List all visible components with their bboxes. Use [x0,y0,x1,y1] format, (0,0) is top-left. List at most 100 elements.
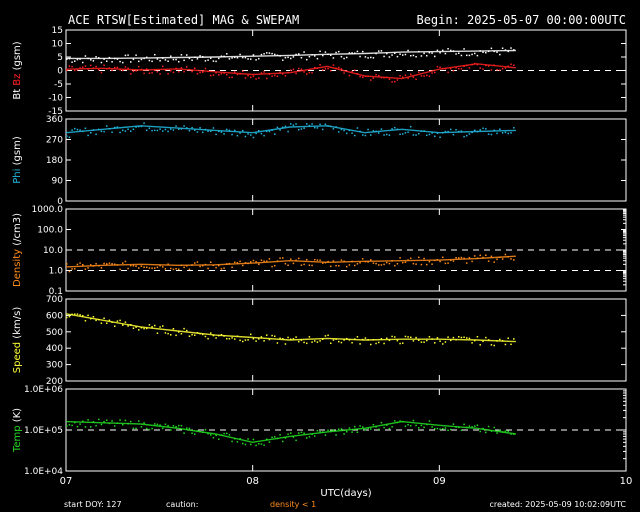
data-point [474,52,476,55]
data-point [404,425,407,427]
data-point [485,64,487,67]
data-point [271,52,273,55]
data-point [458,130,460,133]
data-point [303,263,305,266]
data-point [391,81,393,83]
data-point [130,130,132,132]
data-point [504,49,507,51]
data-point [242,129,244,132]
data-point [114,66,116,69]
data-point [343,260,345,263]
data-point [319,64,321,66]
series-bz [65,62,516,83]
data-point [460,68,463,70]
data-point [279,337,281,340]
data-point [122,324,124,326]
data-point [319,259,321,261]
data-point [223,335,225,337]
data-point [84,426,87,428]
data-point [340,55,343,58]
data-point [391,54,393,56]
data-point [322,262,324,264]
data-point [242,442,244,445]
data-point [303,51,305,53]
data-point [388,339,391,342]
begin-time: Begin: 2025-05-07 00:00:00UTC [416,13,626,27]
data-point [372,77,375,79]
data-point [218,57,220,60]
data-point [151,72,153,74]
data-point [196,131,199,133]
data-point [228,129,231,132]
data-point [263,53,265,55]
data-point [282,59,284,61]
data-point [287,71,289,74]
data-point [460,336,463,339]
data-point [175,267,177,270]
data-point [258,338,260,340]
data-point [407,77,409,80]
y-tick-label: 700 [46,295,63,305]
data-point [444,262,447,265]
data-point [314,340,316,342]
y-tick-label: 1.0 [49,267,64,277]
data-point [170,429,172,431]
data-point [485,128,487,130]
data-point [496,69,498,71]
data-point [290,57,292,60]
data-point [263,134,265,137]
data-point [202,333,204,336]
data-point [148,127,151,130]
data-point [127,128,129,130]
data-point [226,53,228,55]
data-point [162,427,164,430]
data-point [236,134,239,137]
data-point [175,425,177,428]
data-point [268,52,271,54]
data-point [122,61,124,64]
panel-phi: 360 270 180 90 0 Phi (gsm) [12,115,627,207]
data-point [191,59,193,61]
data-point [316,259,319,261]
data-point [231,266,233,269]
data-point [191,70,193,73]
data-point [255,59,257,61]
data-point [122,129,124,132]
y-tick-label: 360 [46,115,63,125]
data-point [404,335,407,338]
y-tick-label: 15 [52,26,63,36]
data-point [455,426,457,428]
data-point [271,436,273,439]
data-point [308,71,311,74]
data-point [499,338,501,341]
data-point [501,258,504,260]
data-point [485,336,487,339]
data-point [426,54,428,57]
data-point [343,57,345,60]
y-tick-label: 10.0 [43,246,63,256]
panel-speed: 700 600 500 400 300 200 Speed (km/s) [12,295,627,387]
data-point [186,127,188,129]
data-point [95,319,97,322]
data-point [362,338,364,341]
data-point [92,67,95,69]
data-point [418,427,420,429]
data-point [79,129,81,131]
data-point [87,419,89,421]
data-point [303,71,305,73]
data-point [188,57,191,60]
data-point [402,133,404,135]
data-point [434,342,436,344]
data-point [504,253,507,256]
data-point [154,423,156,425]
data-point [127,67,129,70]
data-point [218,74,220,76]
x-tick-label: 08 [246,476,259,487]
data-point [452,50,455,52]
data-point [460,130,463,132]
data-point [124,260,127,263]
data-point [279,71,281,73]
data-point [212,127,215,129]
data-point [164,69,167,71]
data-point [501,47,504,49]
